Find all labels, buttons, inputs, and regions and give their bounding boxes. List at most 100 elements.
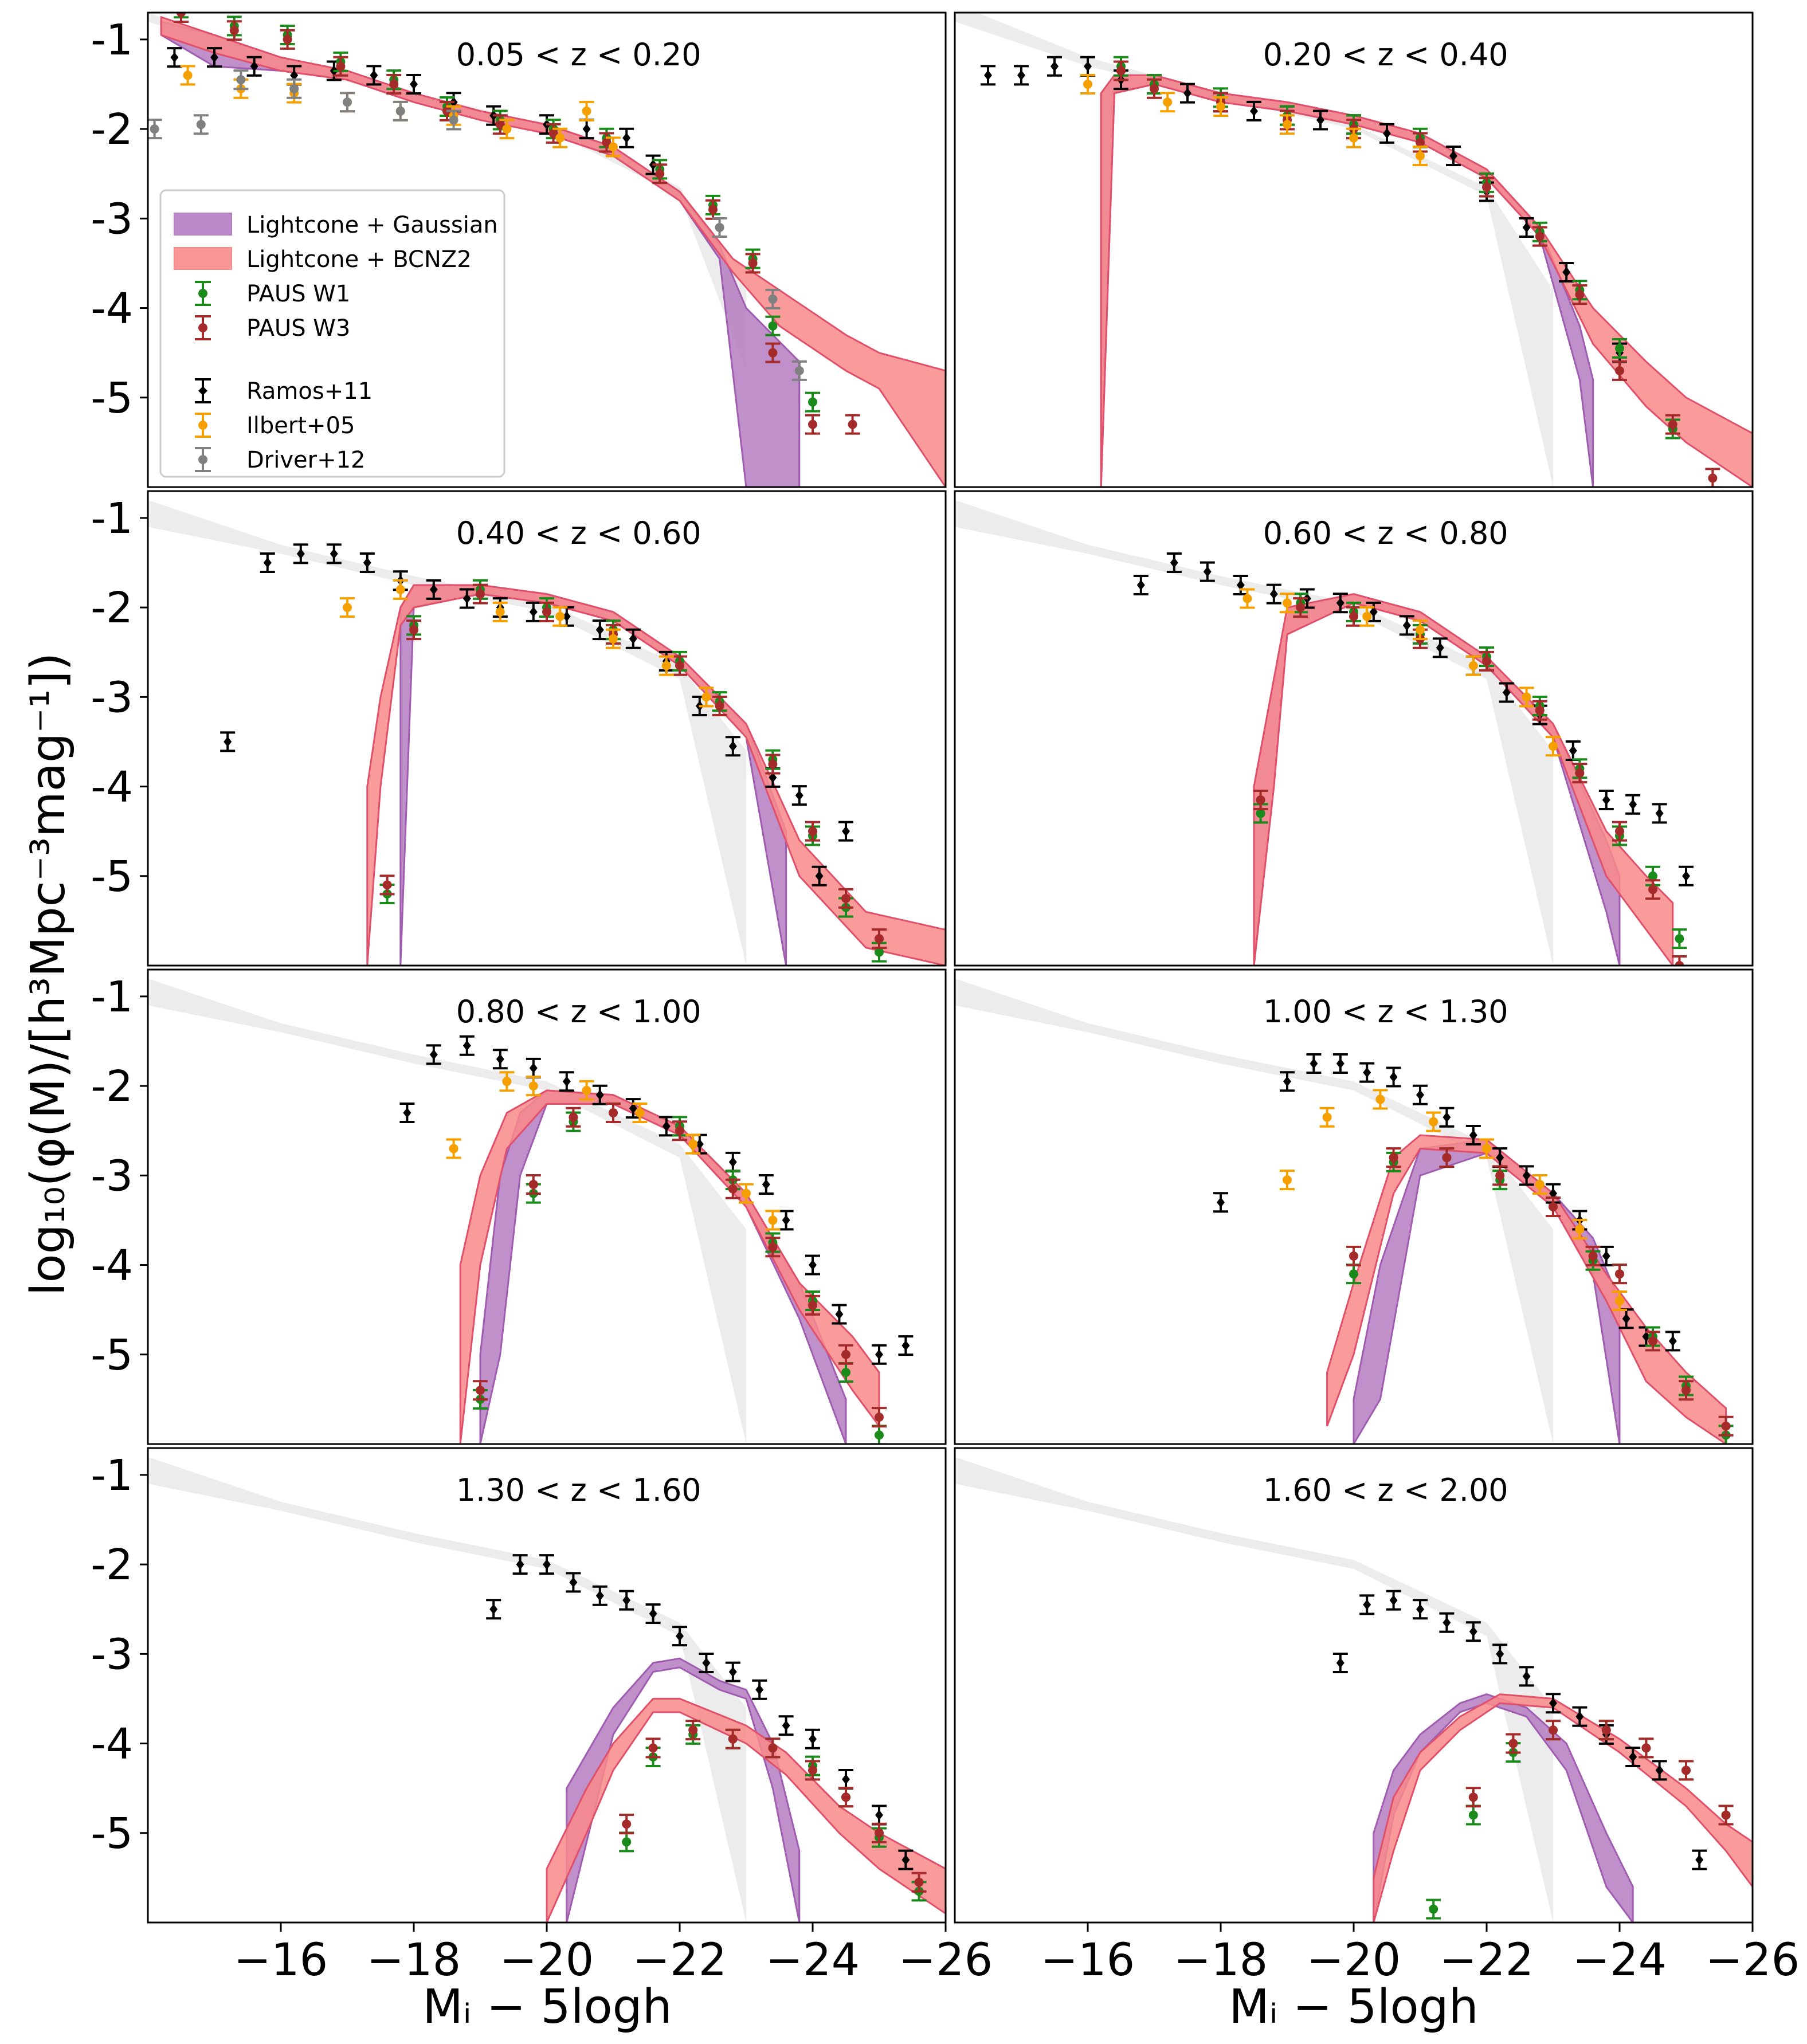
data-point-ramos-11 (486, 1599, 501, 1620)
y-tick-label: -3 (91, 1151, 133, 1200)
data-point-paus-w3 (872, 928, 887, 950)
data-point-ramos-11 (758, 1174, 774, 1195)
data-point-paus-w3 (606, 1102, 621, 1123)
data-point-ramos-11 (699, 1652, 714, 1673)
data-point-ramos-11 (872, 1804, 887, 1826)
data-point-paus-w3 (1639, 1737, 1654, 1759)
data-point-paus-w3 (473, 1380, 488, 1401)
data-point-paus-w3 (1114, 60, 1128, 81)
x-tick-label: −16 (234, 1935, 328, 1986)
data-point-ramos-11 (566, 1572, 581, 1593)
data-point-ilbert-05 (765, 1210, 781, 1231)
data-point-ramos-11 (778, 1210, 794, 1231)
data-point-ramos-11 (832, 1304, 847, 1325)
plot-area (955, 978, 1734, 1444)
data-point-ramos-11 (619, 127, 634, 148)
y-tick-label: -3 (91, 194, 133, 244)
panel-title: 0.80 < z < 1.00 (456, 994, 701, 1030)
x-tick-label: −26 (899, 1935, 993, 1986)
x-tick-label: −26 (1706, 1935, 1800, 1986)
data-point-paus-w3 (652, 163, 668, 185)
data-point-paus-w1 (1426, 1898, 1441, 1920)
data-point-ramos-11 (1247, 100, 1261, 121)
data-point-ramos-11 (625, 1098, 641, 1119)
data-point-ilbert-05 (632, 1102, 648, 1123)
data-point-paus-w3 (712, 695, 727, 716)
panel-4: 0.60 < z < 0.80 (954, 490, 1754, 967)
data-point-paus-w3 (838, 888, 853, 909)
bcnz2-band (1253, 593, 1674, 966)
data-point-paus-w1 (805, 391, 820, 413)
data-point-paus-w3 (765, 1237, 781, 1258)
legend-label: Lightcone + BCNZ2 (246, 246, 472, 273)
y-tick-label: -1 (91, 15, 133, 65)
data-point-ilbert-05 (499, 119, 515, 140)
panel-frame (147, 1447, 947, 1924)
reference-band (148, 978, 746, 1444)
legend-item-lightcone-bcnz2: Lightcone + BCNZ2 (174, 246, 472, 273)
data-point-paus-w3 (645, 1737, 661, 1759)
data-point-ramos-11 (778, 1715, 794, 1736)
data-point-paus-w3 (1672, 955, 1687, 966)
data-point-ramos-11 (592, 619, 607, 641)
data-point-paus-w3 (838, 1787, 853, 1808)
data-point-paus-w3 (1532, 700, 1547, 721)
data-point-ramos-11 (526, 601, 541, 622)
data-point-ramos-11 (1386, 1590, 1401, 1611)
data-point-ramos-11 (1446, 145, 1461, 166)
x-tick-label: −20 (1307, 1935, 1401, 1986)
y-tick-label: -1 (91, 494, 133, 543)
data-point-paus-w3 (1293, 597, 1308, 618)
data-point-ramos-11 (725, 1151, 740, 1172)
panel-8: 1.60 < z < 2.00 −16 −18 −20 −22 −24 −26 (954, 1447, 1800, 1986)
y-tick-label: -2 (91, 105, 133, 154)
data-point-ilbert-05 (1240, 588, 1255, 609)
y-tick-label: -3 (91, 673, 133, 722)
plot-area (955, 1457, 1753, 1923)
y-tick-label: -5 (91, 374, 133, 423)
data-point-driver-12 (446, 109, 461, 131)
data-point-ramos-11 (812, 865, 827, 886)
data-point-ilbert-05 (579, 1080, 594, 1101)
data-point-ramos-11 (1519, 1666, 1534, 1687)
data-point-paus-w3 (765, 1737, 781, 1759)
data-point-ramos-11 (1519, 217, 1534, 238)
data-point-paus-w1 (765, 315, 781, 336)
data-point-ramos-11 (220, 731, 236, 752)
data-point-ramos-11 (1413, 1599, 1428, 1620)
data-point-paus-w3 (1665, 414, 1680, 435)
data-point-ramos-11 (359, 552, 375, 573)
panel-frame (954, 11, 1754, 488)
panel-frame (147, 490, 947, 967)
y-tick-label: -4 (91, 1720, 133, 1769)
data-point-driver-12 (712, 217, 727, 238)
data-point-ramos-11 (406, 73, 421, 95)
data-point-ramos-11 (1306, 1053, 1322, 1074)
legend-label: Ilbert+05 (246, 413, 355, 439)
data-point-ilbert-05 (1612, 1290, 1627, 1312)
data-point-ramos-11 (1413, 1084, 1428, 1105)
reference-band (148, 1457, 746, 1923)
data-point-ramos-11 (725, 736, 740, 757)
plot-area (955, 500, 1694, 966)
data-point-paus-w3 (872, 1822, 887, 1843)
data-point-ramos-11 (1133, 575, 1149, 596)
data-point-ilbert-05 (552, 606, 568, 627)
bcnz2-band (1326, 1134, 1727, 1444)
data-point-paus-w3 (1147, 78, 1162, 99)
data-point-ilbert-05 (393, 579, 408, 600)
x-axis-label-right: Mᵢ − 5logh (1229, 1980, 1478, 2034)
bcnz2-band (160, 15, 946, 487)
data-point-ramos-11 (1200, 561, 1215, 582)
data-point-ilbert-05 (1479, 1138, 1494, 1159)
data-point-ramos-11 (1014, 65, 1029, 86)
legend-label: Ramos+11 (246, 378, 373, 405)
data-point-ramos-11 (592, 1084, 607, 1105)
data-point-ilbert-05 (606, 628, 621, 649)
data-point-ramos-11 (1499, 682, 1514, 703)
bcnz2-band (366, 584, 946, 966)
data-point-ramos-11 (1180, 83, 1195, 104)
data-point-paus-w1 (619, 1831, 634, 1853)
data-point-driver-12 (233, 69, 249, 91)
